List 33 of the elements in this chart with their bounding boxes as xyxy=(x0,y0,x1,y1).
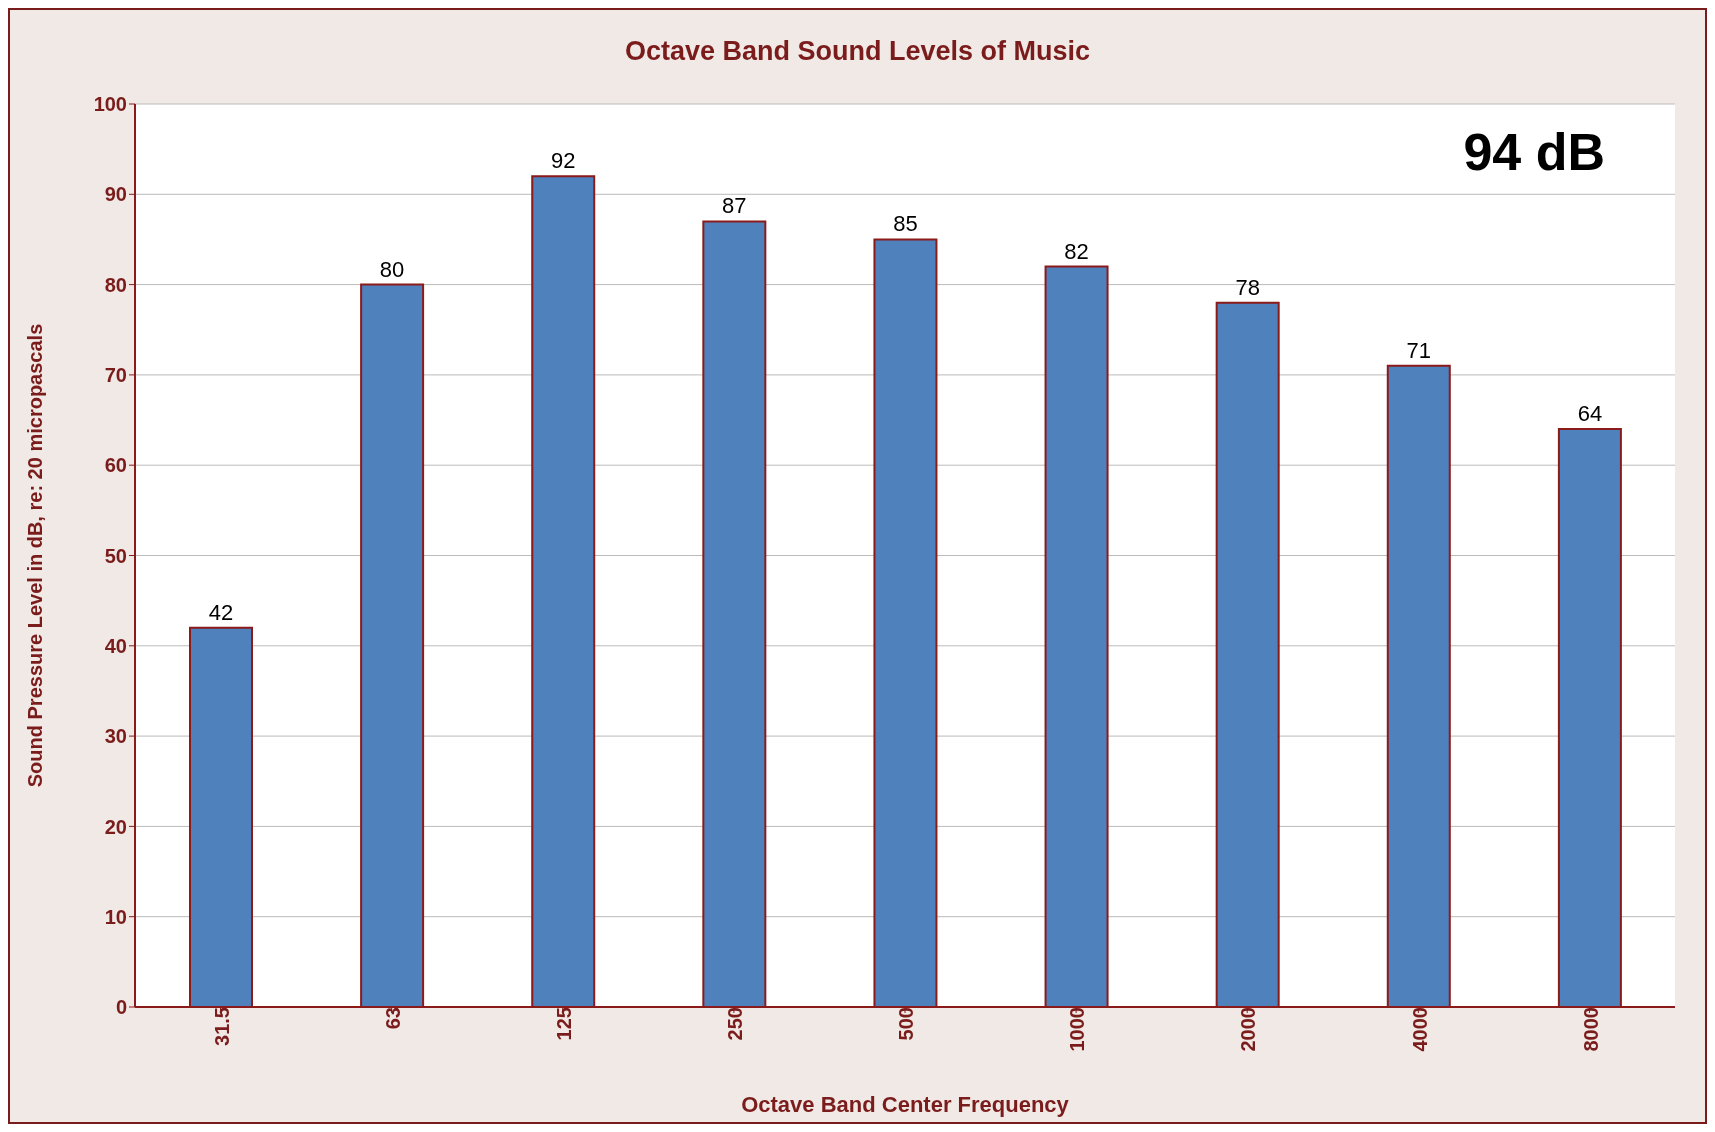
data-label: 71 xyxy=(1406,337,1432,363)
y-axis-title: Sound Pressure Level in dB, re: 20 micropascals xyxy=(24,323,47,788)
x-tick-label: 2000 xyxy=(1237,1007,1260,1052)
y-tick-label: 20 xyxy=(104,815,127,838)
data-label: 78 xyxy=(1235,274,1260,300)
x-axis-title: Octave Band Center Frequency xyxy=(741,1092,1070,1117)
x-tick-label: 8000 xyxy=(1579,1007,1602,1052)
x-tick-label: 1000 xyxy=(1066,1007,1089,1052)
data-label: 80 xyxy=(379,256,405,282)
data-label: 42 xyxy=(208,599,234,625)
y-tick-label: 90 xyxy=(104,183,127,206)
x-tick-label: 125 xyxy=(552,1007,575,1041)
y-tick-label: 40 xyxy=(104,634,127,657)
x-tick-label: 63 xyxy=(381,1007,404,1030)
x-tick-label: 500 xyxy=(895,1007,918,1041)
y-tick-label: 10 xyxy=(104,905,127,928)
data-label: 64 xyxy=(1577,401,1603,427)
data-label: 87 xyxy=(722,193,747,219)
y-tick-label: 60 xyxy=(104,454,127,477)
data-label: 85 xyxy=(893,211,918,237)
x-tick-label: 250 xyxy=(724,1007,747,1041)
y-tick-label: 70 xyxy=(104,364,127,386)
y-tick-label: 100 xyxy=(93,93,127,116)
y-tick-label: 0 xyxy=(115,996,127,1019)
y-tick-label: 80 xyxy=(104,273,127,296)
data-label: 92 xyxy=(550,148,576,174)
x-tick-label: 31.5 xyxy=(210,1007,233,1046)
annotation: 94 dB xyxy=(1463,122,1605,182)
y-tick-label: 50 xyxy=(104,544,127,567)
x-tick-label: 4000 xyxy=(1408,1007,1431,1052)
chart-title: Octave Band Sound Levels of Music xyxy=(623,36,1092,67)
y-tick-label: 30 xyxy=(104,725,127,748)
data-label: 82 xyxy=(1064,238,1089,264)
